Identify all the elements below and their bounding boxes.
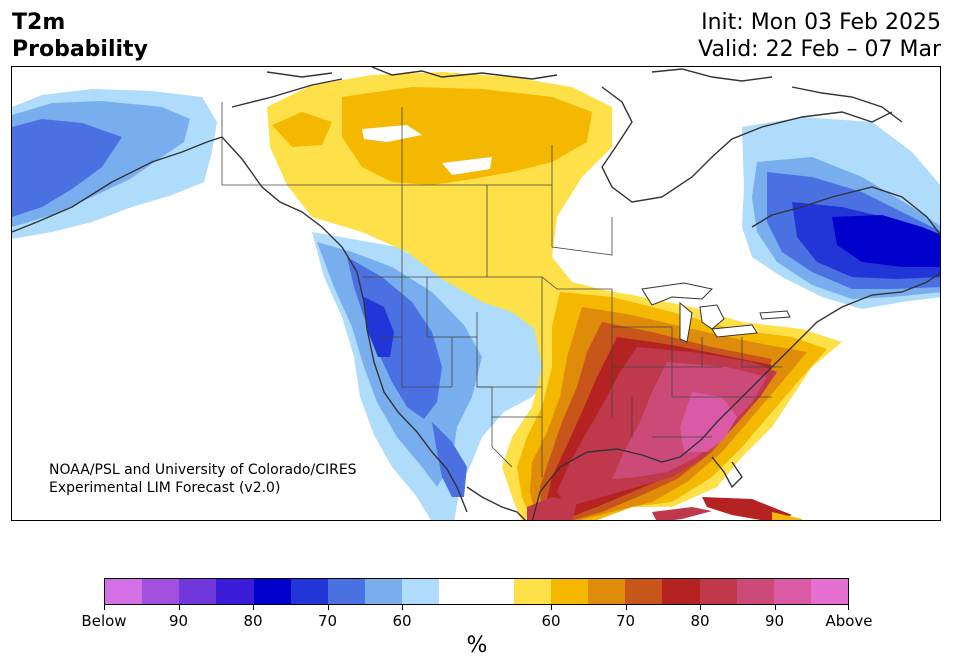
southeast-warm-region [502, 287, 842, 520]
cuba-east-warm-region [702, 497, 792, 520]
colorbar-tick [253, 605, 254, 610]
colorbar-tick-label: 90 [764, 612, 785, 630]
credit-text: NOAA/PSL and University of Colorado/CIRE… [49, 461, 357, 497]
colorbar-tick [402, 605, 403, 610]
cuba-warm-region [652, 507, 712, 520]
colorbar-tick [700, 605, 701, 610]
colorbar [104, 578, 849, 605]
credit-line-2: Experimental LIM Forecast (v2.0) [49, 480, 281, 496]
probability-map [11, 66, 941, 521]
title-line-1: T2m [12, 10, 66, 35]
colorbar-segment [402, 579, 440, 604]
colorbar-segment [588, 579, 626, 604]
colorbar-tick-label: Below [81, 612, 127, 630]
colorbar-tick-label: 80 [690, 612, 710, 630]
forecast-dates: Init: Mon 03 Feb 2025 Valid: 22 Feb – 07… [698, 9, 941, 63]
colorbar-tick-label: 80 [243, 612, 263, 630]
colorbar-tick [179, 605, 180, 610]
colorbar-segment [513, 579, 551, 604]
colorbar-tick [848, 605, 849, 610]
colorbar-segment [550, 579, 589, 604]
credit-line-1: NOAA/PSL and University of Colorado/CIRE… [49, 462, 357, 478]
colorbar-tick-label: 90 [168, 612, 189, 630]
political-borders [221, 102, 782, 477]
colorbar-segment [810, 579, 849, 604]
colorbar-segment [439, 579, 477, 604]
colorbar-tick-label: 70 [317, 612, 338, 630]
colorbar-tick [104, 605, 105, 610]
colorbar-segment [327, 579, 366, 604]
alaska-cold-region [12, 89, 217, 239]
colorbar-tick-label: 60 [541, 612, 561, 630]
colorbar-segment [105, 579, 143, 604]
colorbar-segment [142, 579, 180, 604]
colorbar-segment [662, 579, 700, 604]
map-title: T2m Probability [12, 9, 148, 63]
colorbar-segment [253, 579, 291, 604]
colorbar-segment [625, 579, 663, 604]
colorbar-segment [365, 579, 403, 604]
colorbar-segment [699, 579, 737, 604]
colorbar-tick [775, 605, 776, 610]
coastlines [12, 67, 940, 520]
colorbar-segment [290, 579, 328, 604]
colorbar-tick-label: 70 [615, 612, 636, 630]
colorbar-tick-label: Above [825, 612, 873, 630]
colorbar-segment [179, 579, 217, 604]
colorbar-segment [476, 579, 514, 604]
canada-warm-region [267, 72, 752, 367]
colorbar-segment [216, 579, 254, 604]
colorbar-unit: % [466, 633, 488, 658]
title-line-2: Probability [12, 37, 148, 62]
colorbar-tick [551, 605, 552, 610]
init-date: Init: Mon 03 Feb 2025 [701, 10, 941, 35]
colorbar-tick-label: 60 [392, 612, 412, 630]
colorbar-segment [773, 579, 811, 604]
great-lakes [641, 282, 791, 343]
valid-dates: Valid: 22 Feb – 07 Mar [698, 37, 941, 62]
colorbar-tick [328, 605, 329, 610]
colorbar-tick [626, 605, 627, 610]
east-canada-cold-region [742, 117, 940, 309]
colorbar-segment [736, 579, 774, 604]
